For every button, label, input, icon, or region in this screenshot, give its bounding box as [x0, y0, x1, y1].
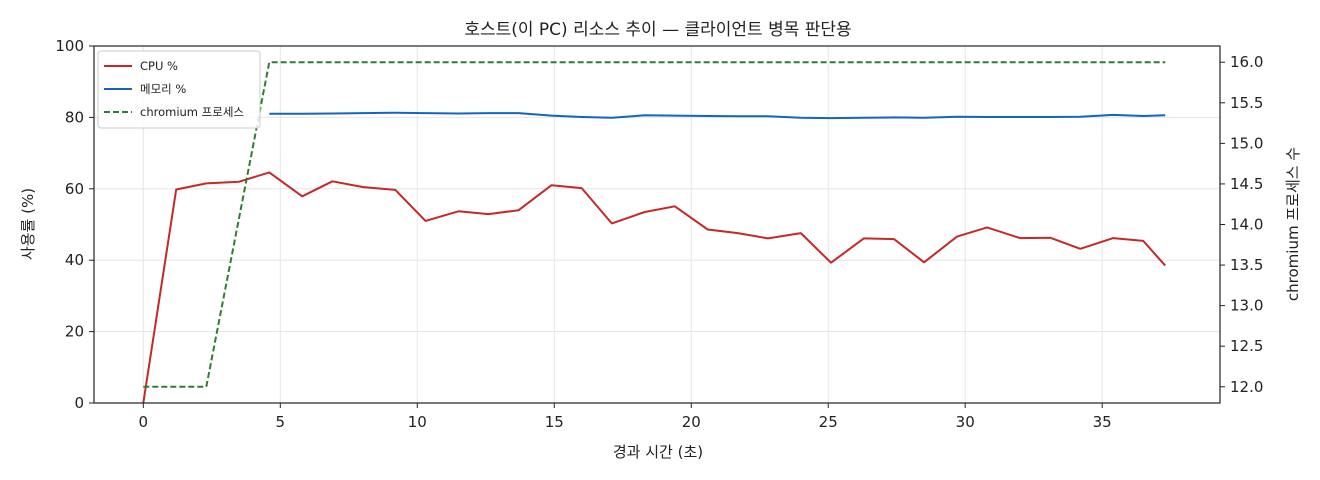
chart-title: 호스트(이 PC) 리소스 추이 — 클라이언트 병목 판단용	[464, 20, 851, 40]
legend-item-memory: 메모리 %	[104, 82, 186, 96]
y2-tick-label: 13.5	[1230, 256, 1263, 274]
x-tick-label: 20	[682, 413, 701, 431]
y2-tick-label: 13.0	[1230, 297, 1263, 315]
x-tick-label: 15	[545, 413, 564, 431]
y2-axis-label: chromium 프로세스 수	[1284, 147, 1302, 301]
legend-item-chromium: chromium 프로세스	[104, 105, 244, 119]
series-layer	[142, 61, 1166, 404]
y2-axis-ticks: 12.0 12.5 13.0 13.5 14.0 14.5 15.0 15.5 16.0	[1220, 53, 1263, 396]
x-tick-label: 5	[276, 413, 286, 431]
y-tick-label: 40	[65, 251, 84, 269]
y-tick-label: 80	[65, 108, 84, 126]
legend: CPU % 메모리 % chromium 프로세스	[97, 50, 261, 129]
y2-tick-label: 14.0	[1230, 216, 1263, 234]
x-tick-label: 0	[139, 413, 149, 431]
y-axis-label: 사용률 (%)	[19, 188, 37, 260]
y-axis-ticks: 0 20 40 60 80 100	[55, 37, 94, 412]
y2-tick-label: 12.5	[1230, 337, 1263, 355]
x-axis-ticks: 0 5 10 15 20 25 30 35	[139, 403, 1112, 431]
y2-tick-label: 12.0	[1230, 378, 1263, 396]
y-tick-label: 20	[65, 323, 84, 341]
legend-item-cpu: CPU %	[104, 59, 178, 73]
y2-tick-label: 16.0	[1230, 53, 1263, 71]
y-tick-label: 100	[55, 37, 84, 55]
x-tick-label: 35	[1093, 413, 1112, 431]
x-axis-label: 경과 시간 (초)	[613, 443, 703, 461]
y2-tick-label: 15.0	[1230, 134, 1263, 152]
series-line-chromium	[143, 61, 1166, 388]
legend-label-memory: 메모리 %	[140, 82, 186, 96]
y2-tick-label: 15.5	[1230, 94, 1263, 112]
x-tick-label: 25	[819, 413, 838, 431]
legend-label-cpu: CPU %	[140, 59, 178, 73]
series-line-cpu	[142, 171, 1166, 404]
x-tick-label: 10	[408, 413, 427, 431]
y-tick-label: 60	[65, 180, 84, 198]
x-tick-label: 30	[956, 413, 975, 431]
legend-label-chromium: chromium 프로세스	[140, 105, 244, 119]
y2-tick-label: 14.5	[1230, 175, 1263, 193]
series-line-memory	[269, 111, 1166, 120]
legend-box	[97, 50, 261, 129]
y-tick-label: 0	[74, 394, 84, 412]
